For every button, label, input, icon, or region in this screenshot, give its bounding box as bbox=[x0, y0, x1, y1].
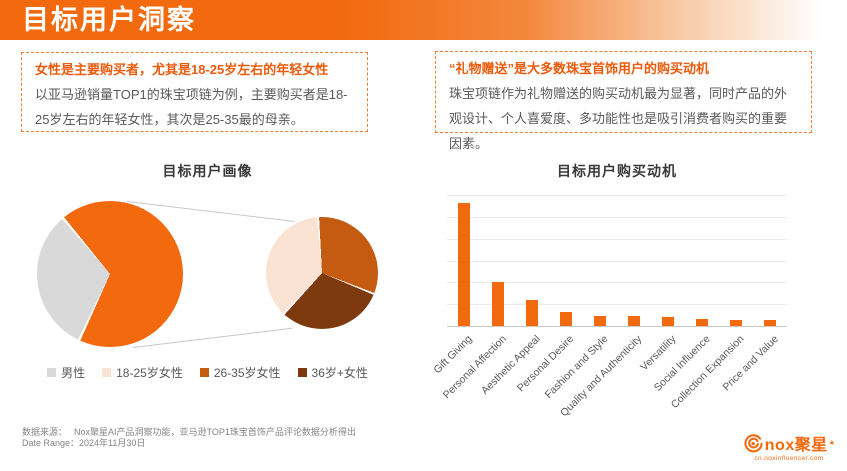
insight-box-left-title: 女性是主要购买者，尤其是18-25岁左右的年轻女性 bbox=[35, 62, 329, 77]
bar-8 bbox=[730, 320, 742, 326]
bar-9 bbox=[764, 320, 776, 326]
bar-6 bbox=[662, 317, 674, 326]
gridline bbox=[447, 261, 787, 262]
bar-5 bbox=[628, 316, 640, 326]
legend-swatch bbox=[297, 368, 307, 377]
logo-url: cn.noxinfluencer.com bbox=[754, 455, 824, 462]
legend-label: 18-25岁女性 bbox=[116, 366, 183, 380]
bar-7 bbox=[696, 319, 708, 326]
insight-box-right: “礼物赠送”是大多数珠宝首饰用户的购买动机 珠宝项链作为礼物赠送的购买动机最为显… bbox=[435, 51, 812, 151]
insight-box-left-body: 以亚马逊销量TOP1的珠宝项链为例，主要购买者是18-25岁左右的年轻女性，其次… bbox=[35, 87, 348, 127]
bar-chart-plot bbox=[447, 195, 787, 327]
pie-legend: 男性 18-25岁女性 26-35岁女性 36岁+女性 bbox=[20, 364, 395, 381]
bar-3 bbox=[560, 312, 572, 326]
bar-chart-title: 目标用户购买动机 bbox=[557, 163, 677, 179]
legend-swatch bbox=[199, 368, 209, 377]
legend-label: 36岁+女性 bbox=[311, 366, 368, 380]
gridline bbox=[447, 239, 787, 240]
date-range-text: Date Range：2024年11月30日 bbox=[22, 438, 146, 448]
insight-box-right-title: “礼物赠送”是大多数珠宝首饰用户的购买动机 bbox=[449, 61, 710, 76]
secondary-pie bbox=[266, 217, 378, 329]
bar-2 bbox=[526, 300, 538, 326]
legend-swatch bbox=[47, 368, 57, 377]
header-bar: 目标用户洞察 bbox=[0, 0, 847, 40]
insight-box-left: 女性是主要购买者，尤其是18-25岁左右的年轻女性 以亚马逊销量TOP1的珠宝项… bbox=[21, 52, 368, 132]
x-axis-line bbox=[447, 326, 787, 327]
bar-0 bbox=[458, 203, 470, 326]
nox-logo: nox聚星 ★ cn.noxinfluencer.com bbox=[743, 431, 835, 462]
legend-item: 26-35岁女性 bbox=[199, 364, 281, 381]
gridline bbox=[447, 304, 787, 305]
data-source-text: 数据来源： Nox聚星AI产品洞察功能，亚马逊TOP1珠宝首饰产品评论数据分析得… bbox=[22, 427, 356, 437]
logo-star-mark: ★ bbox=[828, 440, 835, 447]
bar-4 bbox=[594, 316, 606, 326]
page-title: 目标用户洞察 bbox=[22, 5, 196, 35]
bar-chart-labels: Gift Giving Personal Affection Aesthetic A… bbox=[431, 195, 787, 419]
insight-box-right-body: 珠宝项链作为礼物赠送的购买动机最为显著，同时产品的外观设计、个人喜爱度、多功能性… bbox=[449, 86, 788, 151]
gridline bbox=[447, 217, 787, 218]
gridline bbox=[447, 282, 787, 283]
legend-label: 男性 bbox=[61, 366, 86, 380]
nox-swirl-icon bbox=[743, 433, 764, 454]
logo-wordmark: nox聚星 bbox=[764, 437, 828, 454]
gridline bbox=[447, 195, 787, 196]
pie-chart-title: 目标用户画像 bbox=[162, 163, 253, 179]
legend-swatch bbox=[102, 368, 112, 377]
legend-item: 36岁+女性 bbox=[297, 364, 368, 381]
bar-1 bbox=[492, 282, 504, 326]
pie-connector-line-bottom bbox=[133, 327, 292, 348]
legend-label: 26-35岁女性 bbox=[213, 366, 281, 380]
legend-item: 18-25岁女性 bbox=[102, 364, 183, 381]
main-pie bbox=[37, 201, 183, 347]
legend-item: 男性 bbox=[47, 364, 85, 381]
bar-label: Aesthetic Appeal bbox=[478, 333, 543, 397]
